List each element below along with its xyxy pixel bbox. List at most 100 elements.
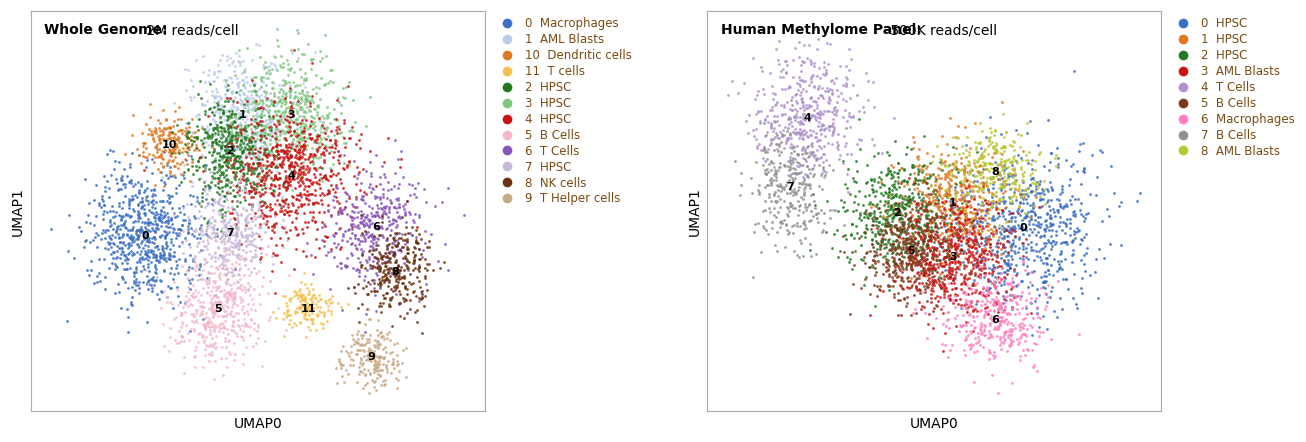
Point xyxy=(931,259,952,267)
Point xyxy=(384,250,405,257)
Point xyxy=(251,132,272,139)
Point xyxy=(329,225,350,232)
Point xyxy=(213,252,234,259)
Point xyxy=(266,175,287,182)
Point xyxy=(311,136,332,143)
Point xyxy=(384,251,405,258)
Point xyxy=(889,267,910,274)
Point xyxy=(307,179,328,187)
Point xyxy=(366,362,387,369)
Point xyxy=(1013,330,1034,337)
Point xyxy=(888,245,909,252)
Point xyxy=(986,166,1007,173)
Point xyxy=(788,119,808,126)
Point xyxy=(917,244,938,251)
Point xyxy=(324,115,345,122)
Point xyxy=(951,247,972,254)
Point xyxy=(994,183,1015,190)
Point xyxy=(990,313,1011,320)
Point xyxy=(163,147,184,154)
Point xyxy=(120,236,141,243)
Point xyxy=(168,149,189,156)
Point xyxy=(201,307,222,314)
Point xyxy=(85,230,106,237)
Point xyxy=(226,152,247,160)
Point xyxy=(981,225,1002,232)
Point xyxy=(900,236,921,243)
Point xyxy=(782,174,803,181)
Point xyxy=(900,239,921,246)
Point xyxy=(346,350,367,357)
Point xyxy=(247,136,268,143)
Point xyxy=(985,251,1006,258)
Point xyxy=(902,194,923,201)
Point xyxy=(389,245,410,252)
Point xyxy=(1012,323,1033,330)
Point xyxy=(921,262,942,269)
Point xyxy=(966,219,987,226)
Point xyxy=(767,248,788,255)
Point xyxy=(200,351,221,358)
Point xyxy=(927,204,948,211)
Point xyxy=(210,106,231,113)
Point xyxy=(959,235,980,242)
Point xyxy=(974,259,995,267)
Point xyxy=(1027,303,1047,310)
Point xyxy=(162,221,183,228)
Point xyxy=(964,272,985,279)
Point xyxy=(960,252,981,259)
Point xyxy=(162,129,183,136)
Point xyxy=(388,300,409,307)
Point xyxy=(231,211,252,218)
Point xyxy=(381,243,402,250)
Point xyxy=(1013,225,1034,232)
Point xyxy=(882,210,902,217)
Point xyxy=(957,238,978,245)
Point xyxy=(141,259,162,266)
Point xyxy=(751,146,772,153)
Point xyxy=(913,272,934,279)
Point xyxy=(355,340,376,347)
Point xyxy=(934,215,955,222)
Point xyxy=(874,236,895,243)
Point xyxy=(218,244,239,251)
Point xyxy=(206,103,227,110)
Point xyxy=(931,274,952,281)
Point xyxy=(249,213,270,220)
Point xyxy=(990,302,1011,309)
Point xyxy=(243,165,264,172)
Point xyxy=(953,203,974,210)
Point xyxy=(221,140,242,147)
Point xyxy=(355,199,376,206)
Point xyxy=(204,99,225,106)
Point xyxy=(333,152,354,159)
Point xyxy=(158,347,179,354)
Point xyxy=(215,171,236,179)
Point xyxy=(202,278,223,285)
Point xyxy=(304,253,325,260)
Point xyxy=(264,208,285,215)
Point xyxy=(329,122,350,130)
Point xyxy=(205,292,226,299)
Point xyxy=(120,179,141,187)
Point xyxy=(214,90,235,97)
Point xyxy=(404,259,424,266)
Point xyxy=(755,207,776,214)
Point xyxy=(965,269,986,276)
Point xyxy=(217,232,238,239)
Point xyxy=(227,243,248,250)
Point xyxy=(223,221,244,228)
Point xyxy=(367,255,388,262)
Point xyxy=(978,235,999,242)
Point xyxy=(983,217,1004,224)
Point xyxy=(1047,206,1068,213)
Point xyxy=(188,339,209,346)
Point xyxy=(185,266,206,273)
Point xyxy=(175,236,196,244)
Point xyxy=(227,122,248,129)
Point xyxy=(226,142,247,149)
Point xyxy=(970,255,991,262)
Point xyxy=(277,180,298,187)
Point xyxy=(986,172,1007,179)
Point xyxy=(340,194,360,201)
